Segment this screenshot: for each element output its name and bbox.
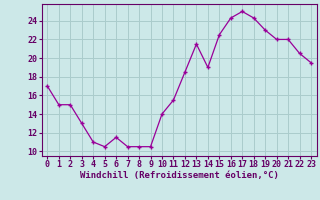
X-axis label: Windchill (Refroidissement éolien,°C): Windchill (Refroidissement éolien,°C) bbox=[80, 171, 279, 180]
